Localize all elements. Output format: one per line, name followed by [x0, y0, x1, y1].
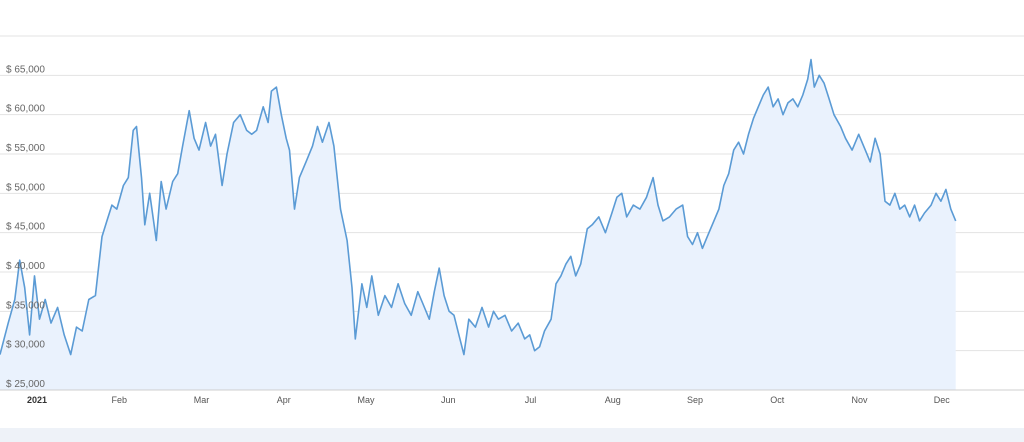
y-axis-tick-labels: $ 25,000 $ 30,000 $ 35,000 $ 40,000 $ 45,000… — [6, 64, 45, 390]
x-tick-label: Oct — [770, 395, 785, 405]
navigator-strip[interactable] — [0, 428, 1024, 442]
x-tick-label: Mar — [194, 395, 210, 405]
y-tick-label: $ 45,000 — [6, 222, 45, 233]
x-tick-label: Feb — [112, 395, 128, 405]
x-tick-label: Aug — [605, 395, 621, 405]
y-tick-label: $ 35,000 — [6, 300, 45, 311]
x-tick-label: Jun — [441, 395, 456, 405]
x-tick-label: Dec — [934, 395, 951, 405]
x-axis-tick-labels: 2021 Feb Mar Apr May Jun Jul Aug Sep Oct Nov Dec — [27, 395, 950, 405]
series-area — [0, 59, 956, 390]
y-tick-label: $ 50,000 — [6, 182, 45, 193]
y-tick-label: $ 60,000 — [6, 104, 45, 115]
x-tick-label: May — [358, 395, 376, 405]
y-tick-label: $ 65,000 — [6, 64, 45, 75]
y-tick-label: $ 40,000 — [6, 261, 45, 272]
series-line — [0, 58, 957, 356]
x-tick-label: Apr — [277, 395, 291, 405]
y-tick-label: $ 30,000 — [6, 340, 45, 351]
x-tick-label: Sep — [687, 395, 703, 405]
x-tick-label: 2021 — [27, 395, 47, 405]
y-tick-label: $ 55,000 — [6, 143, 45, 154]
x-tick-label: Nov — [851, 395, 868, 405]
y-tick-label: $ 25,000 — [6, 379, 45, 390]
x-tick-label: Jul — [525, 395, 537, 405]
